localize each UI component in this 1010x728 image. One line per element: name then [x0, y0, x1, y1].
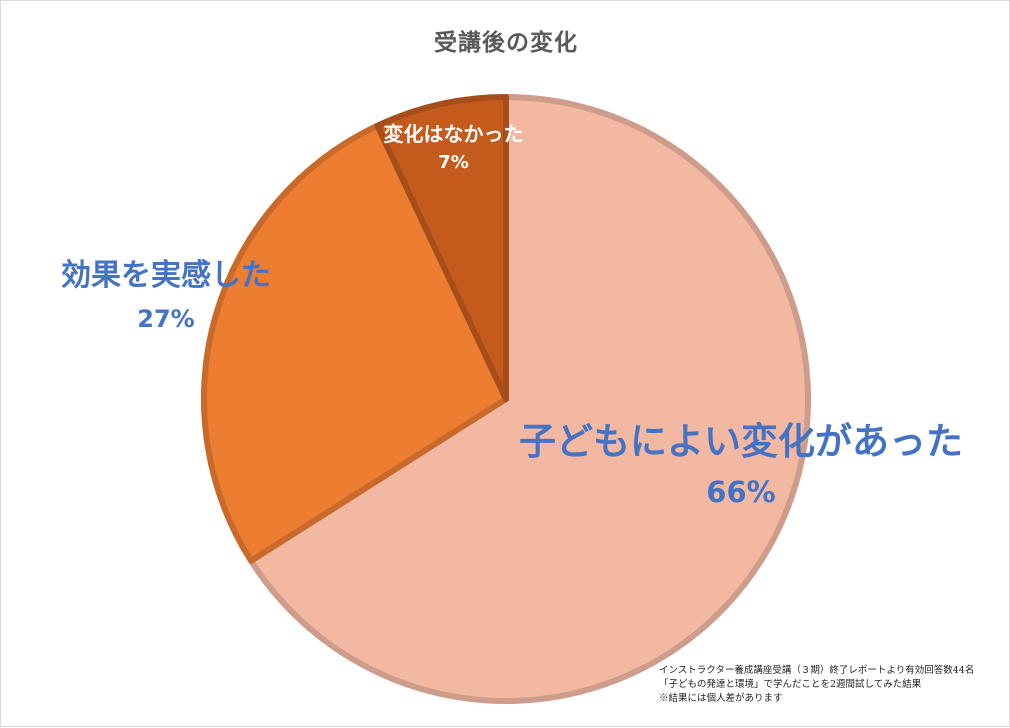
slice-label-name: 変化はなかった — [383, 122, 524, 146]
pie-slice-no-change — [374, 94, 509, 402]
slice-label-percent: 7% — [438, 152, 469, 173]
slice-label-percent: 66% — [706, 474, 776, 509]
footnote-line: インストラクター養成講座受講（３期）終了レポートより有効回答数44名 — [659, 665, 975, 676]
pie-slices — [200, 94, 811, 704]
footnote-line: 「子どもの発達と環境」で学んだことを2週間試してみた結果 — [659, 678, 922, 690]
chart-title: 受講後の変化 — [434, 30, 578, 56]
pie-slice-felt-effect — [200, 122, 509, 564]
footnote-line: ※結果には個人差があります — [659, 692, 783, 704]
pie-slice-good-change — [248, 94, 811, 704]
slice-label-felt-effect: 効果を実感した 27% — [31, 258, 301, 333]
slice-label-percent: 27% — [137, 304, 195, 333]
slice-label-name: 効果を実感した — [61, 258, 271, 293]
slice-label-good-change: 子どもによい変化があった 66% — [506, 420, 976, 509]
slice-label-no-change: 変化はなかった 7% — [351, 123, 556, 174]
footnote: インストラクター養成講座受講（３期）終了レポートより有効回答数44名 「子どもの… — [659, 664, 1004, 705]
slice-label-name: 子どもによい変化があった — [519, 420, 963, 463]
